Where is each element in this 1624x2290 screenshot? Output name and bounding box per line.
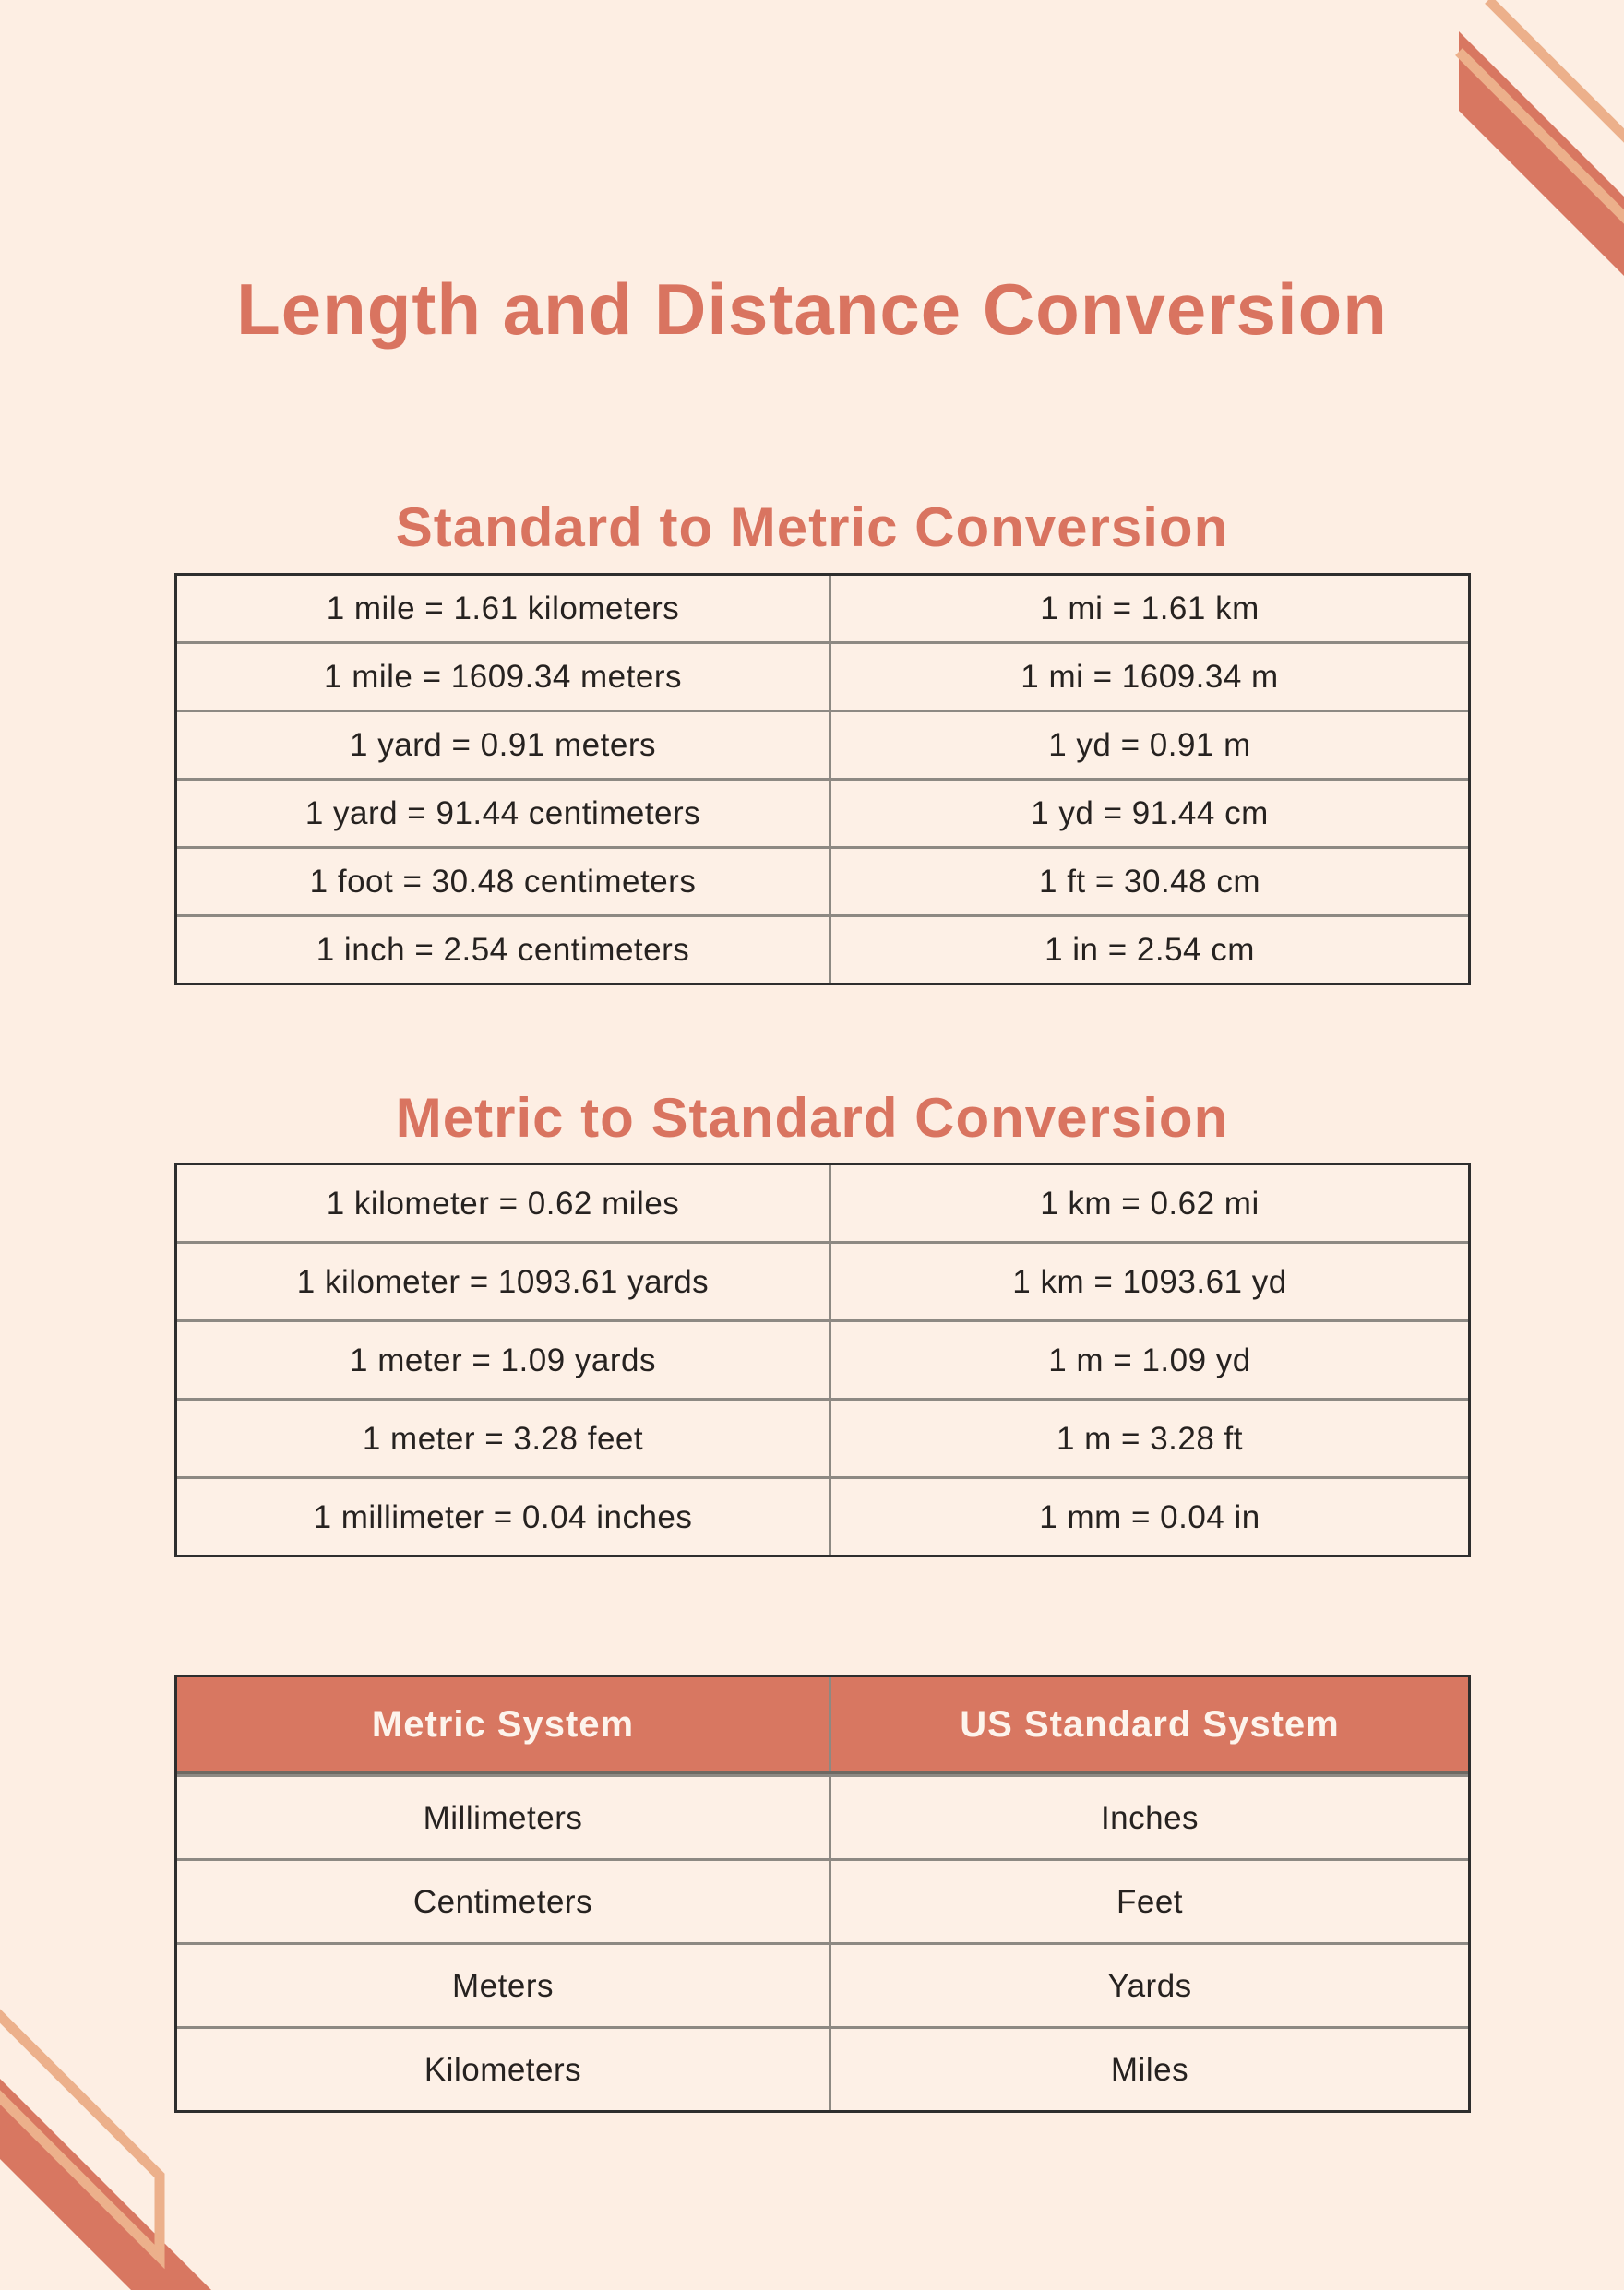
metric-unit: Millimeters	[423, 1799, 583, 1836]
conversion-short: 1 in = 2.54 cm	[829, 917, 1468, 983]
conversion-long: 1 mile = 1.61 kilometers	[326, 590, 680, 626]
systems-table-header: Metric System US Standard System	[177, 1677, 1468, 1774]
conversion-long: 1 kilometer = 1093.61 yards	[296, 1263, 710, 1300]
table-row: 1 kilometer = 1093.61 yards 1 km = 1093.…	[177, 1241, 1468, 1319]
standard-to-metric-table: 1 mile = 1.61 kilometers 1 mi = 1.61 km …	[174, 573, 1471, 985]
thin-stripe-inner-top-right	[1455, 48, 1624, 224]
table-row: 1 meter = 1.09 yards 1 m = 1.09 yd	[177, 1319, 1468, 1398]
header-metric-system: Metric System	[177, 1677, 829, 1771]
table-row: Meters Yards	[177, 1942, 1468, 2026]
metric-unit: Kilometers	[424, 2051, 582, 2088]
thin-stripe-outline-bottom-left	[0, 2009, 165, 2270]
conversion-short: 1 yd = 91.44 cm	[829, 781, 1468, 846]
table-row: Millimeters Inches	[177, 1774, 1468, 1858]
conversion-short: 1 m = 3.28 ft	[829, 1401, 1468, 1476]
conversion-short: 1 mm = 0.04 in	[829, 1479, 1468, 1555]
page-title: Length and Distance Conversion	[236, 268, 1388, 351]
table-row: 1 mile = 1.61 kilometers 1 mi = 1.61 km	[177, 576, 1468, 641]
conversion-long: 1 inch = 2.54 centimeters	[316, 932, 690, 968]
table-row: 1 kilometer = 0.62 miles 1 km = 0.62 mi	[177, 1165, 1468, 1241]
corner-stripe-top-right	[1455, 0, 1624, 276]
metric-unit: Centimeters	[412, 1883, 593, 1920]
conversion-long: 1 meter = 1.09 yards	[350, 1342, 656, 1378]
conversion-long: 1 meter = 3.28 feet	[362, 1420, 644, 1457]
table-row: 1 meter = 3.28 feet 1 m = 3.28 ft	[177, 1398, 1468, 1476]
metric-to-standard-table: 1 kilometer = 0.62 miles 1 km = 0.62 mi …	[174, 1163, 1471, 1557]
header-us-standard-system: US Standard System	[829, 1677, 1468, 1771]
table-row: 1 inch = 2.54 centimeters 1 in = 2.54 cm	[177, 914, 1468, 983]
conversion-long: 1 kilometer = 0.62 miles	[326, 1185, 680, 1222]
table-row: 1 mile = 1609.34 meters 1 mi = 1609.34 m	[177, 641, 1468, 710]
conversion-short: 1 yd = 0.91 m	[829, 712, 1468, 778]
table-row: 1 yard = 91.44 centimeters 1 yd = 91.44 …	[177, 778, 1468, 846]
table-row: 1 yard = 0.91 meters 1 yd = 0.91 m	[177, 710, 1468, 778]
us-unit: Yards	[829, 1945, 1468, 2026]
table-row: 1 millimeter = 0.04 inches 1 mm = 0.04 i…	[177, 1476, 1468, 1555]
conversion-long: 1 yard = 91.44 centimeters	[304, 795, 701, 831]
us-unit: Miles	[829, 2029, 1468, 2110]
table-row: Kilometers Miles	[177, 2026, 1468, 2110]
conversion-short: 1 km = 0.62 mi	[829, 1165, 1468, 1241]
table-row: 1 foot = 30.48 centimeters 1 ft = 30.48 …	[177, 846, 1468, 914]
conversion-long: 1 yard = 0.91 meters	[350, 727, 656, 763]
conversion-long: 1 foot = 30.48 centimeters	[309, 864, 697, 900]
conversion-long: 1 mile = 1609.34 meters	[324, 659, 682, 695]
metric-unit: Meters	[452, 1967, 554, 2004]
conversion-short: 1 mi = 1609.34 m	[829, 644, 1468, 710]
systems-table: Metric System US Standard System Millime…	[174, 1675, 1471, 2113]
section-heading-standard-to-metric: Standard to Metric Conversion	[395, 495, 1229, 558]
conversion-short: 1 km = 1093.61 yd	[829, 1244, 1468, 1319]
thick-stripe-top-right	[1459, 31, 1624, 276]
section-heading-metric-to-standard: Metric to Standard Conversion	[395, 1086, 1229, 1149]
us-unit: Inches	[829, 1777, 1468, 1858]
table-row: Centimeters Feet	[177, 1858, 1468, 1942]
conversion-short: 1 mi = 1.61 km	[829, 576, 1468, 641]
us-unit: Feet	[829, 1861, 1468, 1942]
conversion-long: 1 millimeter = 0.04 inches	[313, 1498, 693, 1535]
conversion-short: 1 ft = 30.48 cm	[829, 849, 1468, 914]
conversion-short: 1 m = 1.09 yd	[829, 1322, 1468, 1398]
